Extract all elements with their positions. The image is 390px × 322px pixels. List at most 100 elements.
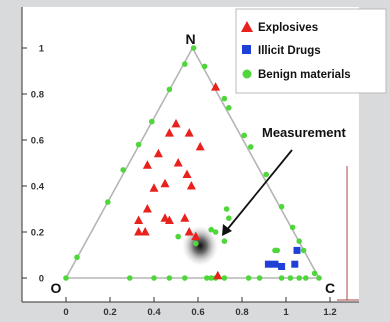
annotation-measurement: Measurement xyxy=(262,125,346,140)
point-benign-materials xyxy=(256,275,263,281)
x-tick-label: 0 xyxy=(63,307,68,318)
point-benign-materials xyxy=(208,275,214,281)
point-benign-materials xyxy=(204,275,210,281)
point-benign-materials xyxy=(221,275,228,281)
point-explosives xyxy=(140,227,150,236)
point-explosives xyxy=(134,227,144,236)
point-benign-materials xyxy=(289,224,296,231)
point-explosives xyxy=(186,181,196,190)
legend-label-illicit-drugs: Illicit Drugs xyxy=(258,45,321,57)
point-benign-materials xyxy=(190,45,197,51)
point-benign-materials xyxy=(105,199,111,205)
point-benign-materials xyxy=(296,238,303,244)
point-illicit-drugs xyxy=(264,260,272,268)
x-tick-label: 1.2 xyxy=(323,307,336,318)
point-explosives xyxy=(184,128,194,137)
point-explosives xyxy=(164,215,174,224)
point-benign-materials xyxy=(226,215,232,221)
vertex-label-c: C xyxy=(325,280,335,296)
y-tick-label: 1 xyxy=(39,44,45,55)
point-benign-materials xyxy=(296,275,303,281)
x-tick-label: 0.2 xyxy=(103,307,116,318)
legend-marker-illicit-drugs xyxy=(242,45,251,54)
x-tick-label: 0.6 xyxy=(191,307,204,318)
data-points xyxy=(63,45,322,281)
point-benign-materials xyxy=(74,254,80,261)
legend-box xyxy=(235,8,387,94)
point-benign-materials xyxy=(175,233,181,240)
point-benign-materials xyxy=(63,275,69,281)
point-benign-materials xyxy=(166,275,173,281)
point-benign-materials xyxy=(120,167,126,173)
point-explosives xyxy=(149,183,159,192)
point-explosives xyxy=(184,227,194,236)
point-benign-materials xyxy=(226,105,232,111)
point-benign-materials xyxy=(201,63,208,70)
point-benign-materials xyxy=(221,95,228,102)
point-benign-materials xyxy=(166,86,173,93)
point-benign-materials xyxy=(263,171,270,178)
point-benign-materials xyxy=(300,247,307,254)
vertex-label-n: N xyxy=(185,31,195,47)
point-explosives xyxy=(182,169,192,178)
point-benign-materials xyxy=(223,206,230,212)
point-benign-materials xyxy=(241,132,247,139)
y-tick-label: 0.2 xyxy=(31,228,44,239)
point-explosives xyxy=(180,213,190,222)
point-benign-materials xyxy=(303,275,309,281)
point-benign-materials xyxy=(149,118,155,125)
point-benign-materials xyxy=(221,238,228,244)
annotation-arrowhead xyxy=(222,224,232,236)
triangle-outline xyxy=(64,46,321,279)
point-explosives xyxy=(153,148,163,158)
ternary-triangle xyxy=(64,46,321,279)
point-benign-materials xyxy=(182,275,188,281)
point-benign-materials xyxy=(208,226,214,233)
point-benign-materials xyxy=(245,275,252,281)
measurement-blob xyxy=(182,225,219,266)
point-illicit-drugs xyxy=(278,263,286,270)
legend-marker-explosives xyxy=(241,21,253,32)
point-benign-materials xyxy=(287,275,294,281)
y-tick-label: 0.6 xyxy=(31,136,44,147)
point-illicit-drugs xyxy=(293,246,301,254)
legend-label-explosives: Explosives xyxy=(258,22,318,34)
point-explosives xyxy=(211,82,221,91)
point-benign-materials xyxy=(274,247,281,254)
point-benign-materials xyxy=(278,275,285,281)
point-benign-materials xyxy=(193,240,199,247)
x-tick-label: 0.4 xyxy=(147,307,161,318)
point-explosives xyxy=(134,215,144,224)
y-tick-label: 0.8 xyxy=(31,90,44,101)
point-explosives xyxy=(213,270,223,280)
point-explosives xyxy=(164,128,174,137)
legend: Explosives Illicit Drugs Benign material… xyxy=(235,8,387,94)
y-tick-label: 0 xyxy=(39,274,44,285)
point-illicit-drugs xyxy=(271,260,279,268)
legend-marker-benign xyxy=(242,69,252,79)
point-explosives xyxy=(195,141,205,151)
point-benign-materials xyxy=(135,141,142,148)
x-tick-label: 0.8 xyxy=(235,307,248,318)
point-explosives xyxy=(191,231,201,241)
legend-label-benign: Benign materials xyxy=(258,69,351,81)
y-tick-label: 0.4 xyxy=(31,182,45,193)
point-explosives xyxy=(171,118,181,128)
point-benign-materials xyxy=(182,61,188,67)
point-benign-materials xyxy=(316,275,322,281)
point-benign-materials xyxy=(311,270,318,277)
x-tick-label: 1 xyxy=(283,307,289,318)
point-benign-materials xyxy=(212,229,219,235)
x-tick-group: 0 0.2 0.4 0.6 0.8 1 1.2 xyxy=(63,297,337,318)
y-tick-group: 0 0.2 0.4 0.6 0.8 1 xyxy=(22,44,45,285)
point-benign-materials xyxy=(151,275,157,281)
point-explosives xyxy=(142,204,152,213)
annotation-arrow xyxy=(225,149,293,232)
point-illicit-drugs xyxy=(291,260,299,268)
point-explosives xyxy=(160,178,170,188)
point-benign-materials xyxy=(127,275,133,281)
point-explosives xyxy=(173,158,183,167)
vertex-label-o: O xyxy=(51,280,62,296)
point-benign-materials xyxy=(248,144,254,150)
